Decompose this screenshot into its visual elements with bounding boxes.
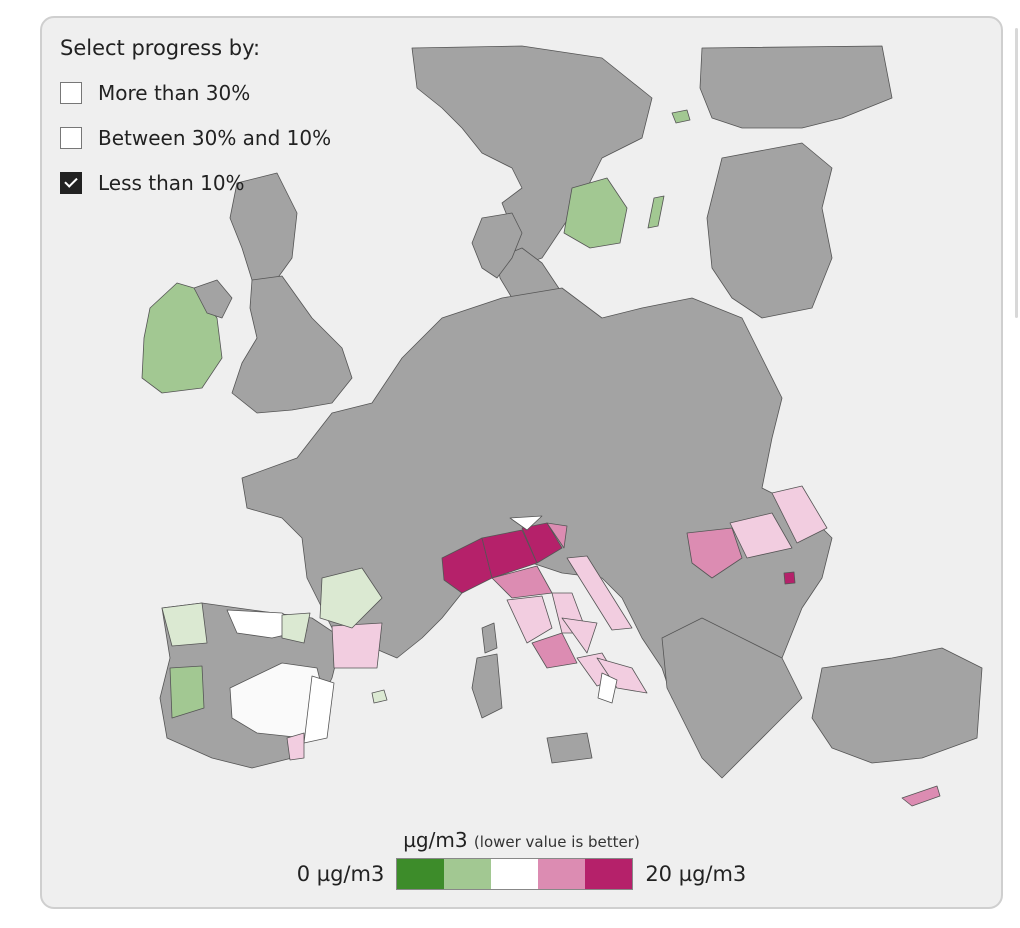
legend-note: (lower value is better) (473, 833, 640, 851)
legend-min-label: 0 µg/m3 (296, 862, 385, 886)
region-romania-north (729, 512, 793, 559)
region-portugal (169, 665, 205, 719)
region-trentino (509, 515, 543, 531)
region-romania-northeast (771, 485, 828, 544)
filter-title: Select progress by: (60, 36, 261, 60)
option-more-than-30[interactable]: More than 30% (60, 70, 331, 115)
island-gotland (647, 195, 665, 229)
option-label: Less than 10% (98, 170, 245, 195)
region-murcia (286, 732, 305, 761)
region-england (231, 275, 353, 414)
legend-unit: µg/m3 (403, 828, 468, 852)
checkbox-more-than-30[interactable] (60, 81, 82, 104)
region-veneto (521, 522, 563, 564)
legend-scale: 0 µg/m3 20 µg/m3 (42, 858, 1001, 890)
option-between-30-10[interactable]: Between 30% and 10% (60, 115, 331, 160)
island-sardinia (471, 653, 503, 719)
legend-swatch (397, 859, 445, 889)
region-adriatic-coast (566, 555, 633, 631)
island-mallorca (371, 689, 388, 704)
option-label: Between 30% and 10% (98, 125, 332, 150)
island-cyprus (901, 785, 941, 807)
island-aland (671, 109, 691, 124)
checkbox-between-30-10[interactable] (60, 126, 82, 149)
region-northern-ireland (193, 279, 233, 319)
color-legend: µg/m3 (lower value is better) 0 µg/m3 20… (42, 828, 1001, 890)
checkbox-less-than-10[interactable] (60, 171, 82, 194)
island-sicily (546, 732, 593, 764)
region-basilicata (597, 672, 618, 704)
option-less-than-10[interactable]: Less than 10% (60, 160, 331, 205)
region-sweden-green (563, 177, 628, 249)
legend-max-label: 20 µg/m3 (645, 862, 747, 886)
legend-swatch (538, 859, 586, 889)
region-ireland (141, 282, 223, 394)
legend-swatch (585, 859, 633, 889)
option-label: More than 30% (98, 80, 251, 105)
region-abruzzo (561, 617, 598, 654)
region-denmark (471, 212, 523, 279)
region-valencia (303, 675, 335, 744)
region-catalonia (331, 622, 383, 669)
europe-map[interactable] (42, 18, 1003, 909)
region-lazio (531, 632, 578, 669)
legend-swatches (396, 858, 634, 890)
legend-swatch (491, 859, 539, 889)
legend-swatch (444, 859, 492, 889)
map-panel: Select progress by: More than 30% Betwee… (40, 16, 1003, 909)
region-turkey (811, 647, 983, 764)
legend-title: µg/m3 (lower value is better) (42, 828, 1001, 852)
region-piedmont (441, 537, 493, 594)
region-france-south (319, 567, 383, 629)
region-friuli (546, 522, 568, 549)
region-hungary-east (686, 527, 743, 579)
region-tuscany (506, 595, 553, 644)
region-aragon (281, 612, 311, 644)
region-baltic-east (706, 142, 833, 319)
region-finland (699, 45, 893, 129)
adjacent-panel-edge (1015, 28, 1018, 318)
region-galicia (161, 602, 208, 647)
region-balkans (661, 617, 803, 779)
island-corsica (481, 622, 498, 654)
progress-filter: Select progress by: More than 30% Betwee… (60, 36, 331, 205)
region-bucharest (783, 571, 796, 585)
